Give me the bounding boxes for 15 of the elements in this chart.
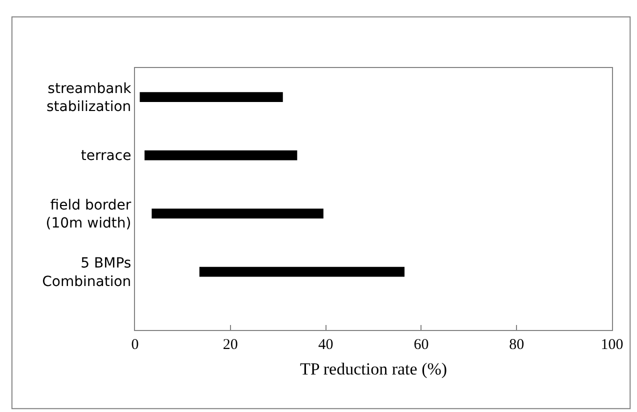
x-tick-label: 60 xyxy=(414,337,429,353)
y-tick-label: terrace xyxy=(80,148,132,164)
x-tick-label: 80 xyxy=(509,337,524,353)
bar xyxy=(140,92,283,102)
x-tick-label: 0 xyxy=(131,337,139,353)
y-tick-label: field border (10m width) xyxy=(46,197,132,232)
x-axis-title: TP reduction rate (%) xyxy=(300,359,448,378)
bar xyxy=(199,266,405,277)
bar xyxy=(144,150,298,160)
x-tick-label: 100 xyxy=(600,337,624,353)
x-tick-label: 40 xyxy=(318,337,334,353)
x-tick-label: 20 xyxy=(222,337,238,353)
bar xyxy=(152,208,324,218)
y-tick-label: 5 BMPs Combination xyxy=(42,256,132,290)
y-tick-label: streambank stabilization xyxy=(46,80,132,116)
